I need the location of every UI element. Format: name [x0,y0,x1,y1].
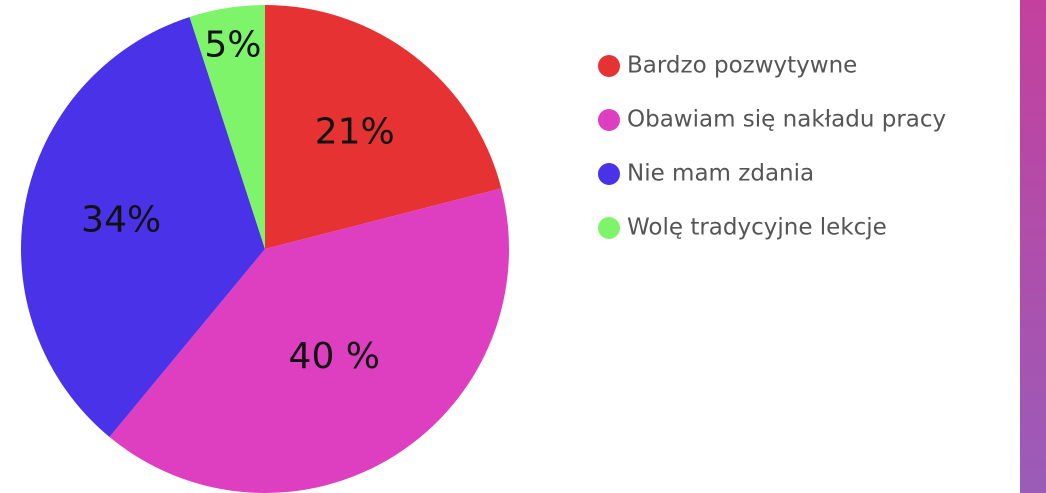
pie-slice [109,188,509,493]
slice-label: 5% [204,25,261,66]
legend-label: Wolę tradycyjne lekcje [627,215,887,241]
legend-label: Nie mam zdania [627,161,814,187]
legend-marker [598,109,620,131]
slice-label: 34% [81,200,161,241]
legend-marker [598,217,620,239]
pie-slice [265,5,502,249]
pie-slice [20,16,265,438]
legend: Bardzo pozwytywne Obawiam się nakładu pra… [598,53,946,241]
legend-label: Obawiam się nakładu pracy [627,107,946,133]
legend-label: Bardzo pozwytywne [627,53,857,79]
legend-marker [598,163,620,185]
legend-marker [598,55,620,77]
pie-slice [189,5,265,249]
slice-label: 40 % [289,336,380,377]
slice-label: 21% [315,111,395,152]
side-strip [1020,0,1046,493]
pie: 21% 40 % 34% 5% [20,5,509,493]
